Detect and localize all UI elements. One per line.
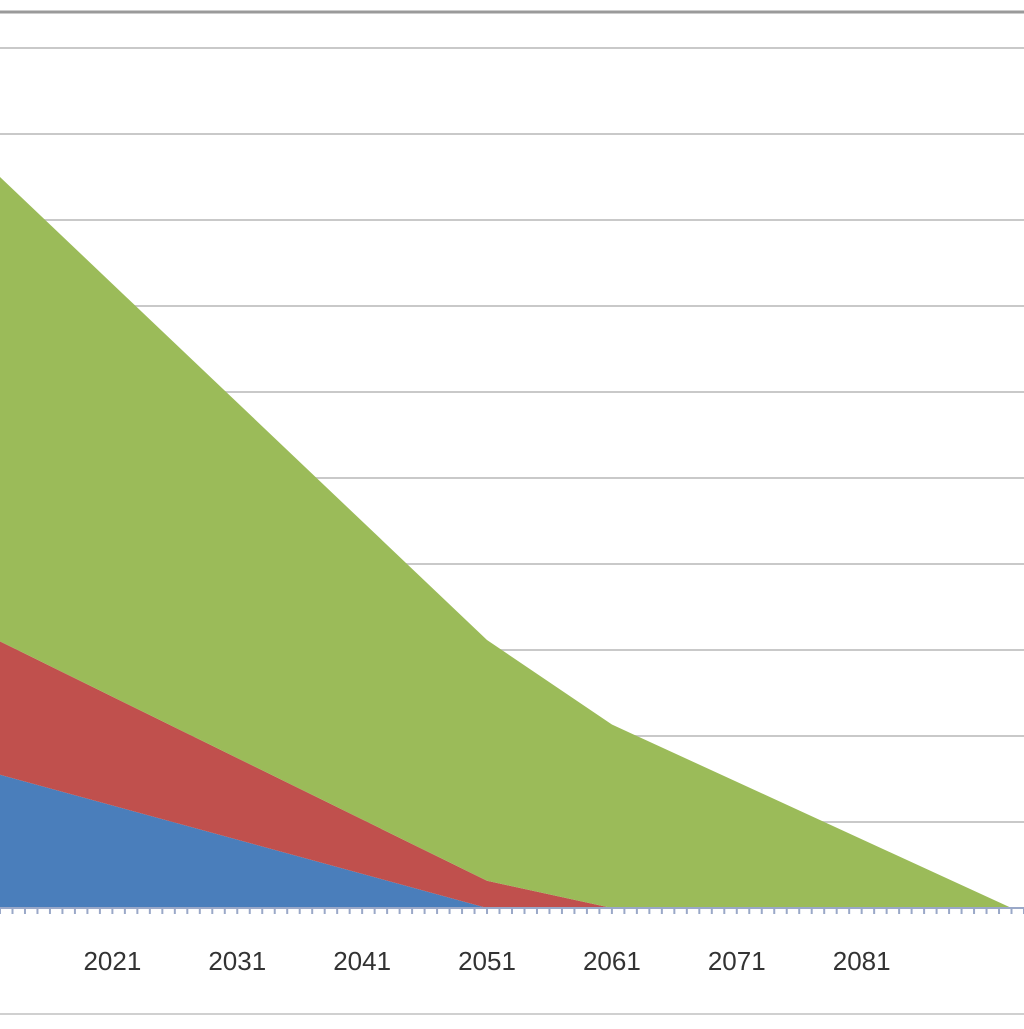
area-series-3 — [0, 177, 1024, 908]
x-tick-label: 2081 — [833, 946, 891, 976]
x-axis: 2021 2031 2041 2051 2061 2071 2081 — [0, 907, 1024, 976]
x-tick-label: 2061 — [583, 946, 641, 976]
x-tick-label: 2051 — [458, 946, 516, 976]
area-series-2 — [0, 641, 1024, 908]
x-tick-label: 2031 — [208, 946, 266, 976]
x-tick-label: 2021 — [83, 946, 141, 976]
series-areas — [0, 177, 1024, 908]
x-tick-label: 2071 — [708, 946, 766, 976]
area-series-1 — [0, 774, 1024, 908]
x-tick-label: 2041 — [333, 946, 391, 976]
